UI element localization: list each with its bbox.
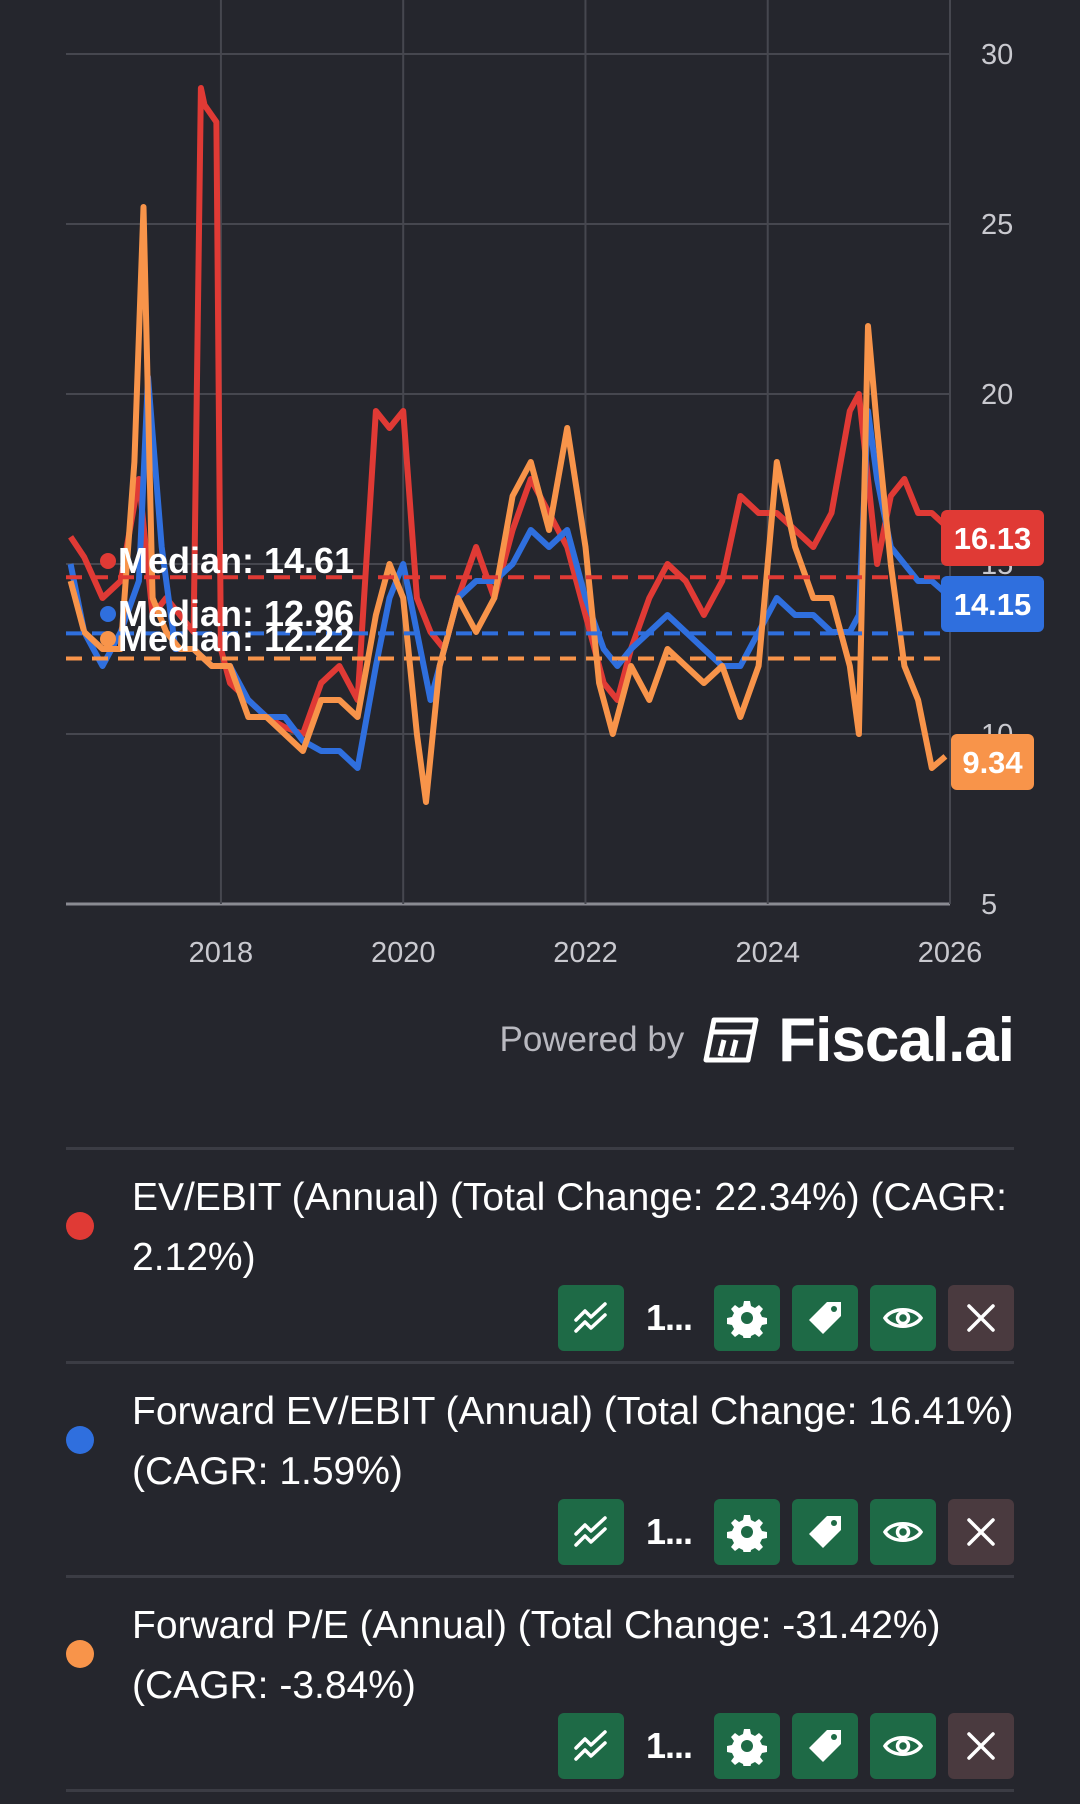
trend-line-icon	[574, 1516, 607, 1547]
x-tick-label: 2018	[189, 937, 254, 969]
last-value-badge	[941, 576, 1044, 632]
x-tick-label: 2026	[918, 937, 983, 969]
visibility-button[interactable]	[870, 1713, 936, 1779]
axis-toggle-label: 1...	[645, 1511, 693, 1552]
chart-end-labels: 16.13 14.15 9.34	[941, 510, 1044, 790]
legend-actions: 1...	[558, 1499, 1014, 1565]
trend-button[interactable]	[558, 1713, 624, 1779]
chart-series	[67, 85, 948, 805]
gear-icon	[727, 1515, 767, 1552]
y-tick-label: 20	[981, 379, 1013, 411]
series-color-dot	[66, 1212, 94, 1240]
trend-button[interactable]	[558, 1499, 624, 1565]
last-value-badge	[941, 510, 1044, 566]
tag-icon	[809, 1302, 841, 1334]
median-marker	[100, 631, 116, 647]
median-label: Median: 12.22	[118, 618, 354, 659]
remove-series-button[interactable]	[948, 1713, 1014, 1779]
tag-icon	[809, 1516, 841, 1548]
legend-item: Forward P/E (Annual) (Total Change: -31.…	[66, 1575, 1014, 1792]
series-line-0	[68, 85, 948, 737]
legend-series-label: Forward P/E (Annual) (Total Change: -31.…	[132, 1604, 941, 1707]
legend-actions: 1...	[558, 1713, 1014, 1779]
close-icon	[967, 1518, 995, 1546]
chart-grid	[66, 0, 951, 906]
median-marker	[100, 606, 116, 622]
eye-icon	[883, 1736, 923, 1756]
last-value-label: 14.15	[954, 587, 1032, 622]
close-icon	[967, 1732, 995, 1760]
powered-by-text: Powered by	[499, 1020, 685, 1059]
eye-icon	[883, 1522, 923, 1542]
y-tick-label: 5	[981, 889, 997, 921]
tag-button[interactable]	[792, 1285, 858, 1351]
series-color-dot	[66, 1426, 94, 1454]
y-tick-label: 30	[981, 39, 1013, 71]
x-tick-label: 2022	[553, 937, 618, 969]
settings-button[interactable]	[714, 1499, 780, 1565]
last-value-label: 9.34	[962, 745, 1023, 780]
legend-actions: 1...	[558, 1285, 1014, 1351]
brand-name: Fiscal.ai	[778, 1005, 1015, 1075]
legend-series-label: EV/EBIT (Annual) (Total Change: 22.34%) …	[132, 1176, 1008, 1279]
tag-button[interactable]	[792, 1713, 858, 1779]
legend-series-label: Forward EV/EBIT (Annual) (Total Change: …	[132, 1390, 1014, 1493]
visibility-button[interactable]	[870, 1285, 936, 1351]
last-value-label: 16.13	[954, 521, 1032, 556]
axis-toggle-label: 1...	[645, 1725, 693, 1766]
settings-button[interactable]	[714, 1713, 780, 1779]
settings-button[interactable]	[714, 1285, 780, 1351]
median-label: Median: 12.96	[118, 593, 354, 634]
axis-toggle-label: 1...	[645, 1297, 693, 1338]
remove-series-button[interactable]	[948, 1285, 1014, 1351]
x-tick-label: 2020	[371, 937, 436, 969]
tag-button[interactable]	[792, 1499, 858, 1565]
eye-icon	[883, 1308, 923, 1328]
median-marker	[100, 553, 116, 569]
series-color-dot	[66, 1640, 94, 1668]
visibility-button[interactable]	[870, 1499, 936, 1565]
series-line-2	[67, 204, 948, 805]
last-value-badge	[951, 734, 1034, 790]
powered-by-badge[interactable]: Powered by Fiscal.ai	[499, 1000, 1015, 1080]
trend-line-icon	[574, 1302, 607, 1333]
axis-toggle-button[interactable]: 1...	[636, 1713, 702, 1779]
axis-toggle-button[interactable]: 1...	[636, 1499, 702, 1565]
legend-item: Forward EV/EBIT (Annual) (Total Change: …	[66, 1361, 1014, 1575]
legend-item: EV/EBIT (Annual) (Total Change: 22.34%) …	[66, 1147, 1014, 1361]
axis-toggle-button[interactable]: 1...	[636, 1285, 702, 1351]
trend-button[interactable]	[558, 1285, 624, 1351]
y-tick-label: 25	[981, 209, 1013, 241]
chart-axes: 5101520253020182020202220242026	[189, 39, 1014, 969]
gear-icon	[727, 1301, 767, 1338]
series-legend: EV/EBIT (Annual) (Total Change: 22.34%) …	[66, 1147, 1014, 1792]
median-label: Median: 14.61	[118, 540, 354, 581]
trend-line-icon	[574, 1730, 607, 1761]
x-tick-label: 2024	[735, 937, 800, 969]
tag-icon	[809, 1730, 841, 1762]
remove-series-button[interactable]	[948, 1499, 1014, 1565]
gear-icon	[727, 1729, 767, 1766]
fiscal-logo-icon	[703, 1017, 759, 1063]
close-icon	[967, 1304, 995, 1332]
